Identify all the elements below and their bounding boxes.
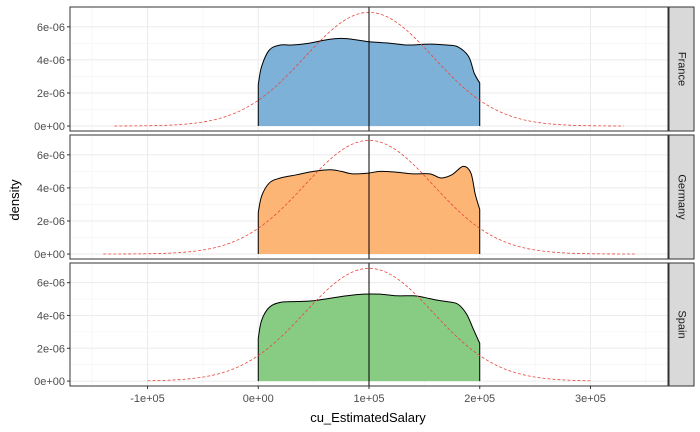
x-axis-title: cu_EstimatedSalary: [310, 410, 426, 425]
x-tick-label: 2e+05: [464, 393, 495, 405]
x-tick-label: 3e+05: [575, 393, 606, 405]
facet-strip: [668, 262, 695, 387]
x-tick-label: 0e+00: [243, 393, 274, 405]
panel-border: [69, 6, 669, 132]
facet-germany: 0e+00 2e-06 4e-06 6e-06 Germany: [34, 134, 695, 261]
x-tick-label: -1e+05: [130, 393, 165, 405]
facet-panels: 0e+00 2e-06 4e-06 6e-06 France 0e+00 2e-06 4e-0…: [34, 6, 695, 388]
panel-border: [69, 134, 669, 260]
x-tick-label: 1e+05: [354, 393, 385, 405]
y-tick-label: 2e-06: [37, 88, 65, 100]
y-tick-label: 6e-06: [37, 22, 65, 34]
density-outline-france: [257, 37, 481, 127]
y-tick-label: 4e-06: [37, 183, 65, 195]
y-axis-title: density: [7, 179, 22, 221]
x-axis: -1e+05 0e+00 1e+05 2e+05 3e+05: [130, 386, 606, 405]
y-tick-label: 0e+00: [34, 249, 65, 261]
y-tick-label: 2e-06: [37, 343, 65, 355]
y-tick-label: 6e-06: [37, 278, 65, 290]
y-tick-label: 4e-06: [37, 310, 65, 322]
facet-strip-label: Spain: [676, 310, 688, 338]
y-tick-label: 2e-06: [37, 216, 65, 228]
facet-france: 0e+00 2e-06 4e-06 6e-06 France: [34, 6, 695, 133]
y-tick-label: 6e-06: [37, 150, 65, 162]
density-outline-spain: [257, 293, 481, 382]
facet-strip-label: France: [676, 52, 688, 86]
facet-spain: 0e+00 2e-06 4e-06 6e-06 Spain: [34, 262, 695, 388]
y-tick-label: 0e+00: [34, 376, 65, 388]
facet-strip: [668, 6, 695, 132]
y-tick-label: 0e+00: [34, 121, 65, 133]
facet-strip: [668, 134, 695, 260]
density-outline-germany: [257, 165, 481, 255]
facet-strip-label: Germany: [676, 174, 688, 220]
y-tick-label: 4e-06: [37, 55, 65, 67]
